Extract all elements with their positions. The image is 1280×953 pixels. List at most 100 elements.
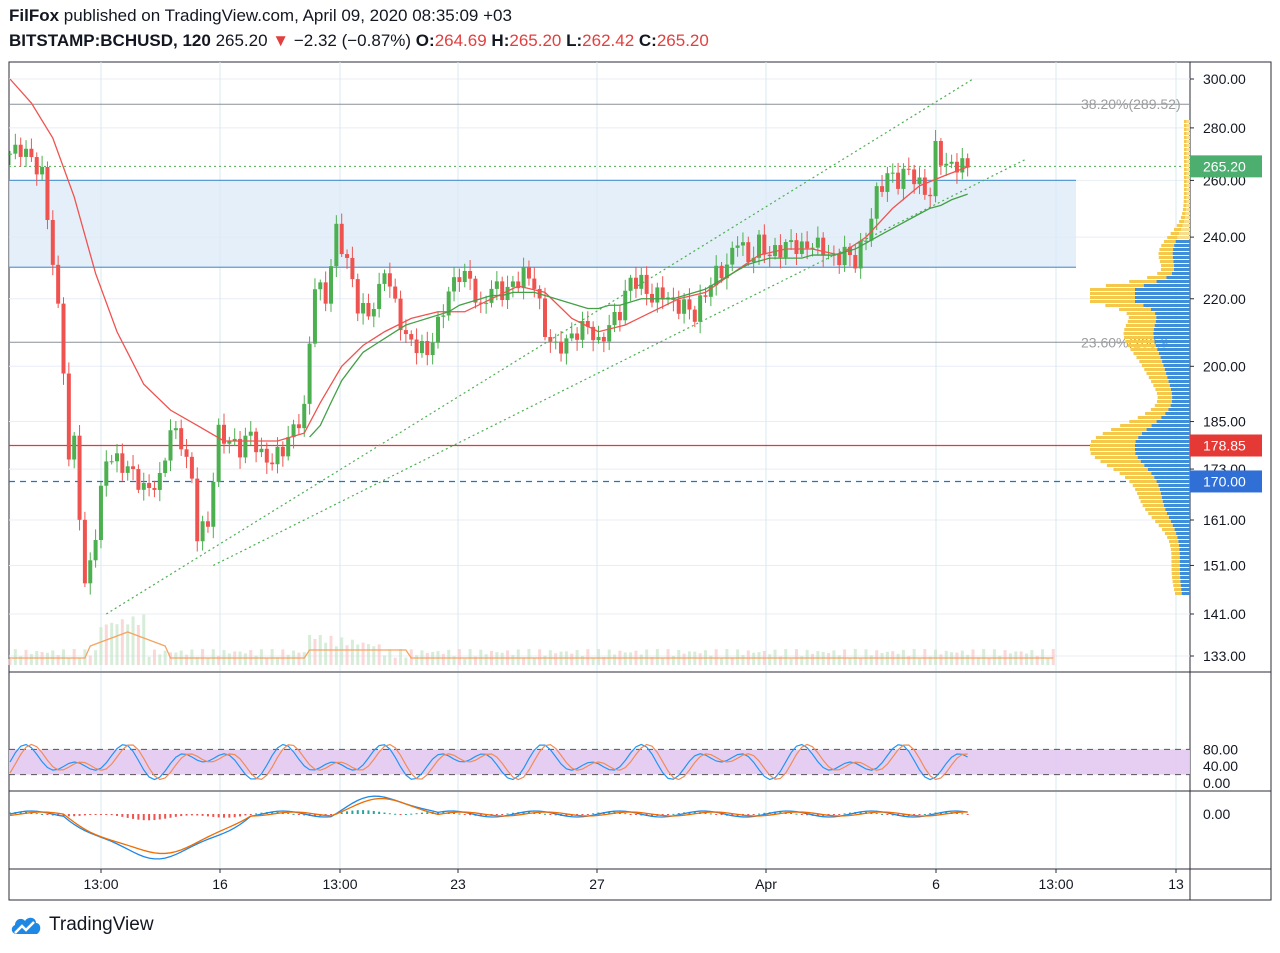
symbol-name[interactable]: BITSTAMP:BCHUSD, 120 [9,31,211,50]
volume-bar [1025,653,1028,665]
vp-bar-down [1179,572,1190,575]
trendline-1 [213,158,1027,566]
candle-body [569,333,574,339]
candle-body [585,321,590,327]
vp-bar-up [1150,408,1169,411]
vp-bar-down [1151,472,1190,475]
candle-body [307,343,312,404]
macd-hist-bar [292,813,295,815]
candle-body [452,277,457,292]
vp-bar-down [1172,396,1190,399]
vp-bar-up [1157,272,1172,275]
candle-body [377,283,382,309]
price-tick-label: 141.00 [1203,606,1246,622]
volume-bar [880,653,884,665]
candle-body [88,560,93,584]
candle-body [794,240,799,254]
macd-hist-bar [795,813,798,815]
price-labels: 265.20 178.85 170.00 [1190,155,1262,493]
volume-bar [554,653,558,665]
candle-body [757,234,761,258]
vp-bar-down [1186,172,1190,175]
candle-body [810,247,815,249]
vp-bar-up [1183,176,1187,179]
vp-bar-up [1148,512,1168,515]
macd-hist-bar [9,812,11,814]
macd-hist-bar [618,812,621,814]
volume-bar [415,655,419,665]
vp-bar-down [1186,132,1190,135]
high-label: H: [491,31,510,50]
vp-bar-up [1126,312,1156,315]
volume-bar [837,655,841,665]
macd-hist-bar [581,814,584,815]
vp-bar-up [1151,516,1169,519]
vp-bar-up [1090,288,1135,291]
price-tick-label: 200.00 [1203,358,1246,374]
vp-bar-up [1095,436,1139,439]
macd-hist-bar [233,814,236,818]
brand-name: TradingView [49,914,154,935]
candle-body [61,303,66,374]
time-axis[interactable]: 13:00 16 13:00 23 27 Apr 6 13:00 13 [83,869,1184,892]
macd-hist-bar [923,813,926,815]
vp-bar-down [1171,272,1190,275]
vp-bar-down [1173,260,1190,263]
tradingview-logo[interactable]: TradingView [9,914,154,936]
vp-bar-down [1168,408,1190,411]
vp-bar-up [1179,220,1185,223]
candle-body [521,266,526,289]
vp-bar-up [1132,484,1159,487]
candle-body [120,453,125,473]
candle-body [928,194,933,197]
vp-bar-up [1170,548,1180,551]
candle-body [40,166,45,175]
macd-hist-bar [565,814,568,817]
macd-hist-bar [351,810,354,814]
vp-bar-up [1184,140,1187,143]
macd-hist-bar [859,811,862,814]
macd-hist-bar [78,814,81,816]
horizontal-levels [9,165,1190,483]
volume-bar [532,658,536,665]
candle-body [409,334,414,340]
vp-bar-down [1137,456,1190,459]
vp-bar-up [1120,424,1152,427]
volume-bar [623,652,627,665]
vp-bar-down [1186,164,1190,167]
macd-hist-bar [704,812,707,814]
macd-hist-bar [378,811,381,814]
volume-bar [211,649,215,665]
macd-hist-bar [41,813,44,815]
vp-bar-down [1186,148,1190,151]
vp-bar-down [1186,156,1190,159]
open-label: O: [415,31,435,50]
volume-bar [281,649,285,665]
macd-hist-bar [99,814,102,815]
candle-body [703,295,708,297]
vp-bar-up [1183,188,1187,191]
vp-bar-up [1158,524,1173,527]
open-value: 264.69 [434,31,487,50]
volume-bar [383,655,386,665]
fib-label-0: 38.20%(289.52) [1081,96,1181,112]
vp-bar-down [1151,424,1190,427]
vp-bar-up [1158,252,1173,255]
macd-hist-bar [495,814,498,816]
vp-bar-up [1183,168,1187,171]
macd-hist-bar [511,812,514,814]
macd-hist-bar [356,810,359,814]
macd-hist-bar [929,813,932,815]
candle-body [270,462,275,465]
volume-bar [966,654,970,665]
vp-bar-down [1172,252,1190,255]
candle-body [350,257,355,280]
volume-bar [789,658,793,665]
macd-panel [9,795,969,860]
vp-bar-up [1168,540,1179,543]
candle-body [687,299,692,310]
volume-bar [971,649,975,665]
macd-hist-bar [843,813,846,815]
macd-hist-bar [592,813,595,815]
